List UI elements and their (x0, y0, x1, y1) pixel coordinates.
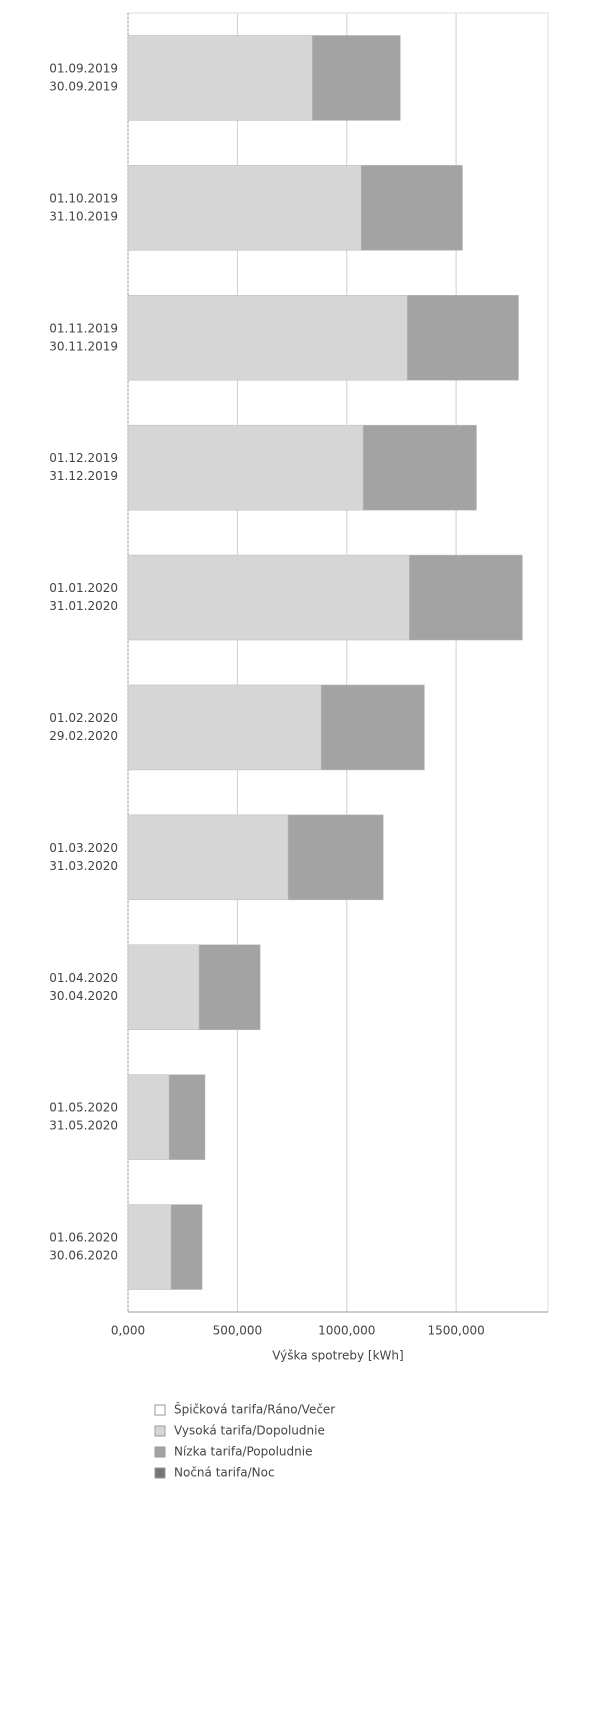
y-tick-label: 01.02.2020 (49, 711, 118, 725)
bar-segment (127, 424, 364, 511)
legend-label: Vysoká tarifa/Dopoludnie (174, 1424, 325, 1438)
y-tick-label: 01.10.2019 (49, 191, 118, 205)
bar-segment (311, 35, 401, 121)
y-tick-label: 31.03.2020 (49, 859, 118, 873)
y-tick-label: 01.03.2020 (49, 841, 118, 855)
bar-segment (320, 684, 425, 771)
x-tick-label: 500,000 (213, 1324, 263, 1338)
legend-label: Nízka tarifa/Popoludnie (174, 1445, 312, 1459)
y-tick-label: 31.01.2020 (49, 599, 118, 613)
y-tick-label: 30.06.2020 (49, 1249, 118, 1263)
bar-segment (168, 1074, 206, 1160)
y-tick-label: 31.12.2019 (49, 469, 118, 483)
bar-segment (198, 944, 261, 1030)
x-axis-title: Výška spotreby [kWh] (272, 1349, 403, 1363)
bar-segment (127, 35, 313, 121)
legend-swatch (154, 1446, 166, 1458)
bar-segment (362, 424, 477, 511)
bar-segment (127, 554, 410, 641)
legend-swatch (154, 1404, 166, 1416)
y-tick-label: 01.01.2020 (49, 581, 118, 595)
legend-label: Špičková tarifa/Ráno/Večer (174, 1402, 335, 1417)
bar-segment (170, 1204, 203, 1290)
y-tick-label: 01.05.2020 (49, 1101, 118, 1115)
bar-segment (127, 165, 362, 251)
y-tick-label: 01.09.2019 (49, 61, 118, 75)
legend-label: Nočná tarifa/Noc (174, 1466, 275, 1480)
y-tick-label: 30.04.2020 (49, 989, 118, 1003)
bar-segment (127, 944, 200, 1030)
y-tick-label: 31.10.2019 (49, 209, 118, 223)
y-tick-label: 30.09.2019 (49, 79, 118, 93)
y-tick-label: 01.04.2020 (49, 971, 118, 985)
y-tick-label: 01.12.2019 (49, 451, 118, 465)
x-tick-label: 1500,000 (427, 1324, 484, 1338)
bar-segment (127, 684, 322, 771)
bar-segment (407, 295, 519, 381)
y-tick-label: 01.11.2019 (49, 321, 118, 335)
legend-swatch (154, 1467, 166, 1479)
y-tick-label: 31.05.2020 (49, 1119, 118, 1133)
x-tick-label: 0,000 (111, 1324, 145, 1338)
bar-segment (127, 814, 289, 901)
bar-segment (127, 1074, 170, 1160)
y-tick-label: 29.02.2020 (49, 729, 118, 743)
y-tick-label: 01.06.2020 (49, 1231, 118, 1245)
bar-segment (360, 165, 463, 251)
bar-segment (127, 295, 408, 381)
bar-segment (409, 554, 523, 641)
bar-segment (287, 814, 384, 901)
x-tick-label: 1000,000 (318, 1324, 375, 1338)
bar-segment (127, 1204, 172, 1290)
legend-swatch (154, 1425, 166, 1437)
y-tick-label: 30.11.2019 (49, 339, 118, 353)
